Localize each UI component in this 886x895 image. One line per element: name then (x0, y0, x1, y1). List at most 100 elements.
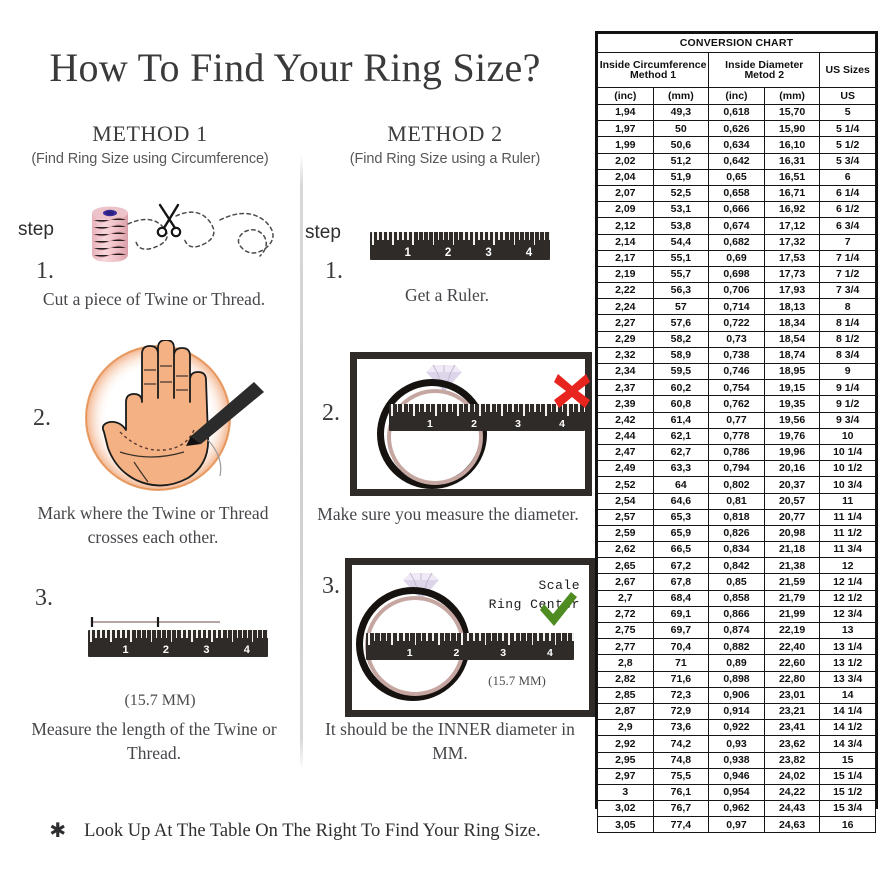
ruler-tick (583, 404, 585, 412)
ruler-tick (216, 630, 218, 638)
cell-us-size: 15 1/2 (819, 783, 876, 802)
ruler-tick (447, 232, 450, 240)
ruler-tick (446, 404, 448, 412)
table-row: 2,82 71,6 0,898 22,80 13 3/4 (597, 670, 876, 688)
ruler-tick (432, 633, 434, 641)
ruler-tick (572, 633, 574, 641)
cell-us-size: 16 (819, 816, 876, 834)
ruler-tick (432, 232, 435, 245)
ruler-tick (468, 404, 470, 412)
cell-value: 21,59 (763, 573, 821, 591)
cell-value: 0,778 (708, 427, 765, 445)
table-row: 2,27 57,6 0,722 18,34 8 1/4 (597, 314, 876, 332)
cell-value: 2,85 (597, 686, 654, 704)
cell-value: 2,07 (597, 184, 654, 203)
ruler-tick (566, 633, 569, 641)
cell-value: 75,5 (652, 767, 710, 785)
ruler-tick (462, 404, 465, 412)
cell-value: 2,57 (597, 508, 654, 526)
cell-value: 21,18 (763, 541, 821, 559)
ruler-tick (196, 630, 198, 638)
cell-value: 65,9 (652, 524, 710, 543)
ruler-tick (567, 404, 569, 417)
cell-value: 58,2 (652, 330, 710, 348)
ruler-tick (120, 630, 122, 638)
cell-value: 56,3 (652, 282, 710, 300)
method-1-step-3-caption: Measure the length of the Twine or Threa… (31, 719, 277, 763)
table-row: 2,54 64,6 0,81 20,57 11 (597, 492, 876, 510)
ruler-tick (467, 633, 469, 641)
table-row: 2,72 69,1 0,866 21,99 12 3/4 (597, 605, 876, 624)
ruler-tick (523, 404, 525, 417)
table-row: 3,02 76,7 0,962 24,43 15 3/4 (597, 800, 876, 818)
col-header-4: US (819, 87, 876, 105)
ruler-tick (372, 232, 374, 245)
ruler-tick (427, 232, 430, 240)
cell-value: 60,2 (652, 379, 710, 397)
ruler-tick (512, 404, 514, 412)
cell-us-size: 6 1/4 (819, 184, 876, 203)
cell-value: 18,34 (763, 314, 821, 332)
ruler-tick (373, 633, 376, 641)
ruler-tick (426, 633, 428, 641)
cell-us-size: 8 1/4 (819, 314, 876, 332)
table-row: 2,02 51,2 0,642 16,31 5 3/4 (597, 152, 876, 170)
cell-us-size: 7 1/4 (819, 249, 876, 267)
cell-value: 57 (652, 298, 710, 316)
ruler-tick (422, 232, 425, 240)
ruler-tick (440, 404, 443, 412)
table-row: 2,62 66,5 0,834 21,18 11 3/4 (597, 541, 876, 559)
cell-us-size: 6 3/4 (819, 217, 876, 235)
cell-us-size: 11 1/2 (819, 524, 876, 543)
ruler-tick (473, 633, 475, 641)
table-body: 1,94 49,3 0,618 15,70 5 1,97 50 0,626 15,90 5 1/4… (597, 103, 876, 834)
cell-value: 76,1 (652, 783, 710, 802)
table-row: 2,49 63,3 0,794 20,16 10 1/2 (597, 460, 876, 478)
cell-value: 0,858 (708, 589, 765, 607)
ruler-tick (125, 630, 127, 638)
table-title-row: CONVERSION CHART (597, 33, 876, 53)
method-1-step-2-number: 2. (33, 405, 51, 431)
cell-value: 22,80 (763, 670, 821, 688)
cell-value: 0,746 (708, 362, 765, 381)
cell-value: 0,85 (708, 573, 765, 591)
cell-value: 2,92 (597, 735, 654, 753)
cell-value: 2,59 (597, 524, 654, 543)
cell-value: 15,70 (763, 103, 821, 122)
cell-us-size: 6 1/2 (819, 201, 876, 219)
table-row: 2,9 73,6 0,922 23,41 14 1/2 (597, 719, 876, 737)
ruler-tick (206, 630, 208, 638)
table-row: 2,07 52,5 0,658 16,71 6 1/4 (597, 184, 876, 203)
cell-value: 2,8 (597, 654, 654, 672)
cell-value: 15,90 (763, 120, 821, 138)
cell-us-size: 5 1/4 (819, 120, 876, 138)
table-row: 2,04 51,9 0,65 16,51 6 (597, 168, 876, 186)
cell-us-size: 15 1/4 (819, 767, 876, 785)
cell-value: 67,2 (652, 557, 710, 575)
cell-value: 0,818 (708, 508, 765, 526)
cell-value: 21,38 (763, 557, 821, 575)
cell-value: 2,54 (597, 492, 654, 510)
cell-us-size: 14 3/4 (819, 735, 876, 753)
cell-value: 2,95 (597, 751, 654, 769)
ruler-tick (528, 404, 531, 412)
ruler-tick (368, 633, 370, 646)
cell-value: 55,7 (652, 265, 710, 284)
method-2-measurement-note: (15.7 MM) (488, 673, 546, 688)
cell-value: 23,62 (763, 735, 821, 753)
cell-value: 2,04 (597, 168, 654, 186)
cell-value: 63,3 (652, 460, 710, 478)
cell-value: 72,9 (652, 702, 710, 721)
method-2-step-3-caption: It should be the INNER diameter in MM. (325, 719, 575, 763)
cell-us-size: 15 (819, 751, 876, 769)
cell-value: 0,834 (708, 541, 765, 559)
table-row: 2,47 62,7 0,786 19,96 10 1/4 (597, 443, 876, 462)
ruler-tick (226, 630, 229, 638)
group-header-us-sizes: US Sizes (819, 52, 876, 88)
ruler-icon-method1: 1 2 3 4 (88, 630, 268, 657)
cell-value: 18,13 (763, 298, 821, 316)
cell-value: 24,22 (763, 783, 821, 802)
ruler-number: 2 (453, 647, 460, 659)
ruler-tick (165, 630, 168, 638)
ruler-tick (385, 633, 388, 641)
